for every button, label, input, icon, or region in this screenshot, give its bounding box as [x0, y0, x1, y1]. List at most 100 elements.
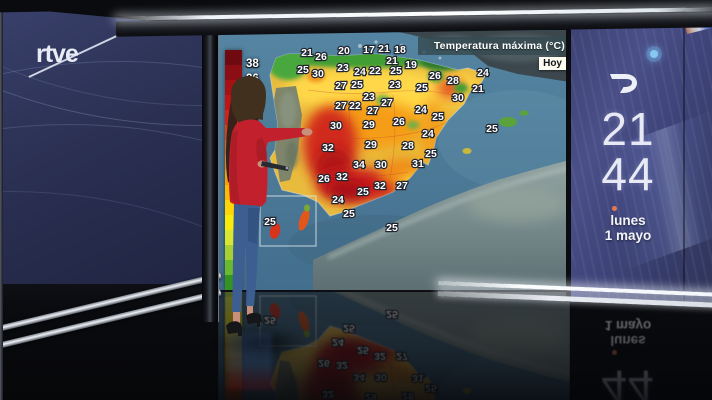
- temp-label: 32: [374, 180, 386, 192]
- temp-label: 27: [396, 350, 408, 362]
- temp-label: 25: [390, 65, 402, 77]
- legend-segment: [225, 65, 242, 80]
- map-title: Temperatura máxima (°C): [433, 40, 565, 52]
- province-borders: [307, 89, 459, 181]
- shoe-heel-left: [238, 326, 242, 336]
- temp-label: 23: [363, 91, 375, 103]
- temp-label: 27: [396, 180, 408, 192]
- temp-label: 25: [357, 344, 369, 356]
- presenter-jacket: [228, 119, 312, 209]
- clock-minutes: 44: [601, 148, 655, 200]
- temp-label: 26: [318, 357, 330, 369]
- temp-label: 32: [336, 171, 348, 183]
- weather-presenter: [225, 75, 313, 336]
- temp-label: 21: [472, 83, 484, 95]
- teledeporte-logo: [608, 70, 640, 96]
- temp-label: 27: [381, 97, 393, 109]
- date-day: 1 mayo: [604, 228, 652, 243]
- temp-label: 30: [312, 68, 324, 80]
- temp-label: 24: [477, 67, 489, 79]
- temp-label: 25: [386, 222, 398, 234]
- temp-label: 22: [369, 65, 381, 77]
- jacket-shading: [230, 130, 240, 205]
- temp-label: 24: [415, 104, 427, 116]
- temp-label: 27: [335, 80, 347, 92]
- legend-segment: [225, 50, 242, 65]
- temp-label: 31: [412, 372, 424, 384]
- date-weekday: lunes: [610, 333, 646, 348]
- temp-label: 17: [363, 44, 375, 56]
- temp-label: 30: [330, 120, 342, 132]
- temp-label: 24: [332, 194, 344, 206]
- temp-label: 26: [315, 51, 327, 63]
- temp-label: 28: [402, 390, 414, 400]
- map-title-bar: Temperatura máxima (°C): [418, 37, 570, 55]
- rtve-logo: rtve: [28, 32, 124, 78]
- temp-label: 25: [425, 148, 437, 160]
- date-dot: [612, 350, 617, 355]
- temp-label: 24: [422, 128, 434, 140]
- presenter-remote: [261, 161, 289, 171]
- temp-label: 32: [322, 388, 334, 400]
- temp-label: 25: [351, 79, 363, 91]
- temp-label: 32: [336, 359, 348, 371]
- temp-label: 21: [386, 55, 398, 67]
- temp-label: 25: [432, 111, 444, 123]
- clock-panel: 21 44 lunes 1 mayo: [570, 20, 712, 302]
- temp-label: 18: [394, 44, 406, 56]
- screen-seam: [566, 22, 571, 302]
- temp-label: 23: [337, 62, 349, 74]
- temp-label: 26: [429, 70, 441, 82]
- temp-label: 34: [353, 159, 365, 171]
- temp-label: 25: [486, 123, 498, 135]
- temp-label: 26: [393, 116, 405, 128]
- temp-label: 25: [343, 322, 355, 334]
- date-dot: [612, 206, 617, 211]
- date-day: 1 mayo: [604, 318, 652, 333]
- remote-tip: [285, 166, 289, 170]
- today-badge: Hoy: [539, 57, 566, 70]
- temperature-shading: [270, 54, 482, 202]
- temp-label: 32: [322, 142, 334, 154]
- temp-label: 28: [447, 75, 459, 87]
- presenter-forearm: [256, 138, 267, 164]
- studio-backdrop-wall: rtve: [0, 6, 208, 284]
- balearic-islands: [462, 110, 529, 154]
- presenter-reflection: [228, 332, 272, 390]
- temp-label: 24: [332, 336, 344, 348]
- temp-label: 25: [416, 82, 428, 94]
- temp-label: 30: [375, 371, 387, 383]
- temp-label: 25: [297, 64, 309, 76]
- clock-hours: 21: [601, 103, 655, 155]
- temp-label: 21: [378, 43, 390, 55]
- temp-label: 25: [425, 382, 437, 394]
- temp-label: 27: [367, 105, 379, 117]
- glow-dot: [650, 50, 658, 58]
- temp-label: 34: [353, 371, 365, 383]
- studio-pillar: [202, 0, 219, 322]
- presenter-hand-extended: [301, 128, 313, 136]
- temp-label: 27: [335, 100, 347, 112]
- jeans-shading: [248, 208, 260, 244]
- date-weekday: lunes: [610, 213, 646, 228]
- temp-label: 32: [374, 350, 386, 362]
- temp-label: 30: [375, 159, 387, 171]
- studio-pole: [0, 0, 3, 400]
- presenter-hair: [230, 75, 266, 124]
- temp-label: 28: [402, 140, 414, 152]
- temp-label: 23: [389, 79, 401, 91]
- temp-label: 29: [365, 391, 377, 400]
- temp-label: 26: [318, 173, 330, 185]
- temp-label: 25: [386, 308, 398, 320]
- backdrop-curve-line: [0, 124, 208, 284]
- temp-label: 20: [338, 45, 350, 57]
- temp-label: 24: [354, 66, 366, 78]
- temp-label: 21: [301, 47, 313, 59]
- temp-label: 30: [452, 92, 464, 104]
- temp-label: 29: [363, 119, 375, 131]
- clock-minutes: 44: [601, 361, 655, 400]
- temp-label: 25: [343, 208, 355, 220]
